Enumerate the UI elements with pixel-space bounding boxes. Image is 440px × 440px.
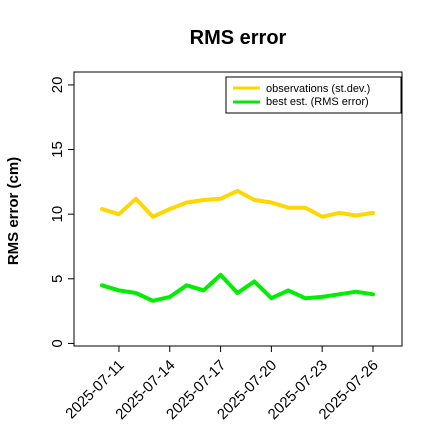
legend-label-best-estimate: best est. (RMS error) xyxy=(266,96,369,108)
y-tick-label-15: 15 xyxy=(49,141,66,158)
y-tick-label-10: 10 xyxy=(49,206,66,223)
legend: observations (st.dev.) best est. (RMS er… xyxy=(225,76,402,114)
y-tick-label-0: 0 xyxy=(49,339,66,347)
legend-label-observations: observations (st.dev.) xyxy=(266,83,370,95)
plot-frame xyxy=(73,71,403,347)
legend-box xyxy=(225,76,402,114)
y-axis: 0 5 10 15 20 xyxy=(49,77,74,348)
y-tick-label-5: 5 xyxy=(49,275,66,283)
y-tick-label-20: 20 xyxy=(49,77,66,94)
chart-title: RMS error xyxy=(190,27,287,49)
series-line-1 xyxy=(100,272,375,303)
x-axis: 2025-07-112025-07-142025-07-172025-07-20… xyxy=(62,346,382,423)
series-group xyxy=(100,188,375,303)
series-line-0 xyxy=(100,188,375,219)
y-axis-label: RMS error (cm) xyxy=(5,157,22,265)
